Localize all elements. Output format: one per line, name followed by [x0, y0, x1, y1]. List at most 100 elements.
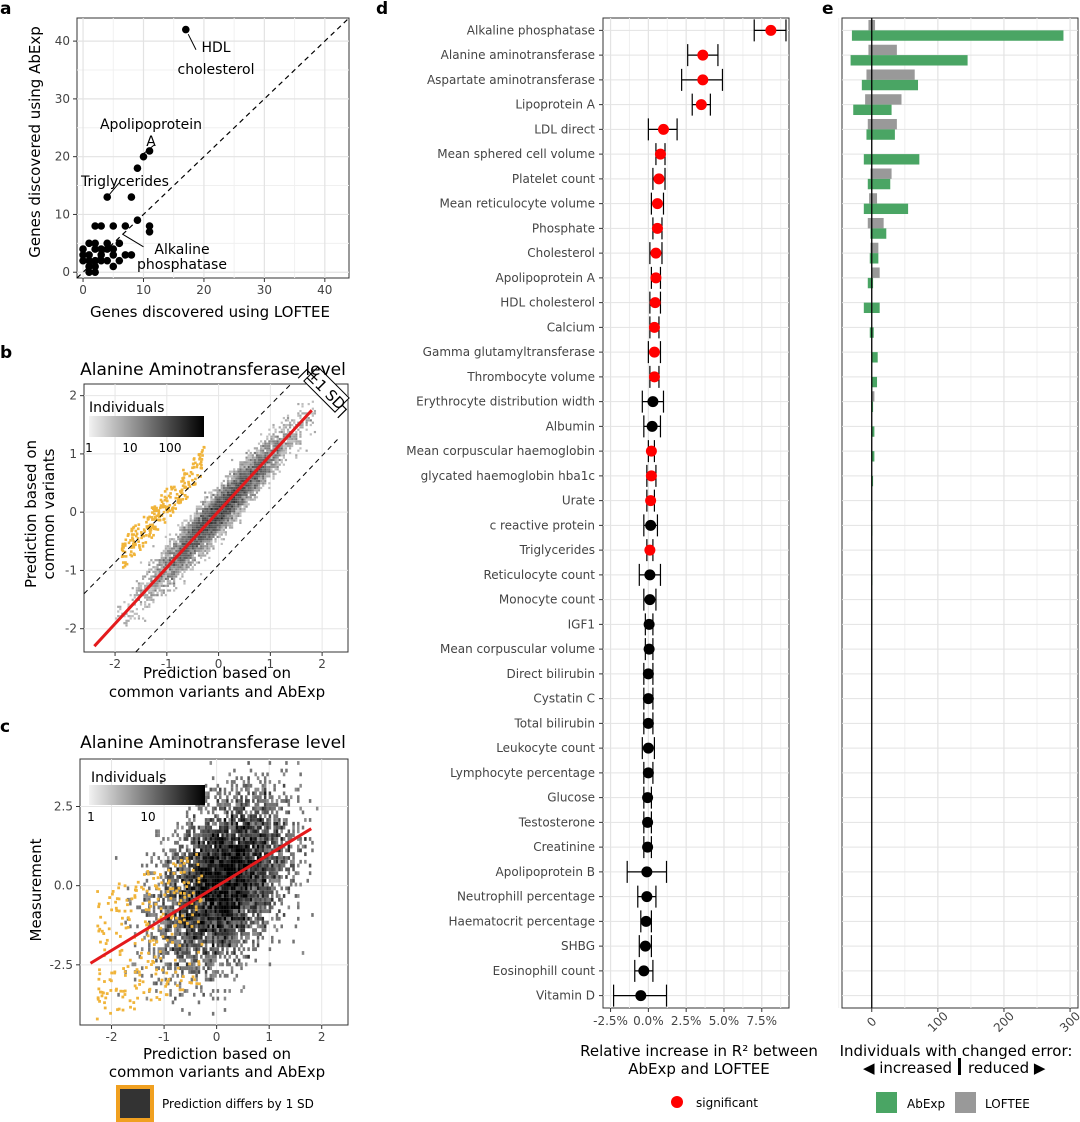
panel-c-density-cell: [169, 890, 172, 895]
panel-b-density-cell: [249, 486, 252, 490]
panel-b-outlier-cell: [150, 536, 154, 539]
panel-c-density-cell: [221, 825, 224, 830]
panel-c-density-cell: [190, 905, 194, 910]
panel-c-density-cell: [223, 806, 227, 811]
panel-c-density-cell: [268, 897, 272, 902]
panel-c-density-cell: [204, 901, 208, 906]
panel-b-density-cell: [191, 521, 194, 525]
panel-b-density-cell: [168, 538, 172, 541]
panel-c-density-cell: [150, 932, 153, 936]
panel-c-density-cell: [235, 935, 239, 940]
panel-b-outlier-cell: [169, 514, 172, 517]
panel-c-density-cell: [218, 821, 222, 826]
panel-c-density-cell: [188, 859, 191, 864]
panel-c-density-cell: [285, 848, 288, 853]
panel-c-density-cell: [299, 837, 302, 841]
panel-c-density-cell: [235, 954, 239, 959]
panel-c-outlier-cell: [148, 900, 151, 904]
panel-c-density-cell: [228, 856, 231, 860]
panel-c-density-cell: [195, 833, 198, 838]
panel-c-outlier-cell: [126, 916, 130, 920]
panel-a-point: [79, 256, 87, 265]
panel-c-density-cell: [174, 882, 177, 887]
panel-c-density-cell: [204, 894, 208, 898]
panel-c-outlier-cell: [118, 935, 122, 938]
panel-c-density-cell: [216, 886, 220, 891]
panel-c-tick-label-y: 0.0: [54, 879, 73, 893]
panel-c-density-cell: [192, 943, 196, 948]
panel-c-density-cell: [247, 871, 250, 876]
panel-b-density-cell: [156, 587, 159, 590]
panel-c-density-cell: [268, 947, 272, 952]
panel-c-density-cell: [247, 844, 250, 849]
panel-b-density-cell: [191, 535, 194, 539]
panel-c-density-cell: [273, 829, 276, 834]
panel-c-density-cell: [247, 783, 250, 788]
panel-c-density-cell: [226, 863, 229, 868]
panel-b-density-cell: [243, 503, 246, 506]
panel-c-density-cell: [252, 947, 255, 952]
panel-b-density-cell: [241, 510, 244, 513]
panel-c-density-cell: [259, 814, 262, 819]
panel-b-density-cell: [268, 451, 271, 455]
panel-c-density-cell: [235, 867, 239, 872]
panel-c-density-cell: [233, 920, 236, 925]
panel-c-density-cell: [230, 882, 234, 887]
panel-a-point: [85, 251, 93, 259]
panel-c-density-cell: [164, 859, 168, 864]
panel-c-tick-label-x: -1: [158, 1030, 170, 1044]
panel-c-density-cell: [278, 909, 281, 914]
panel-c-density-cell: [259, 806, 262, 811]
panel-b-density-cell: [152, 575, 155, 578]
panel-c-density-cell: [292, 867, 295, 872]
panel-b-density-cell: [148, 561, 151, 564]
panel-c-density-cell: [275, 825, 279, 830]
panel-b-density-cell: [241, 465, 244, 469]
panel-b-density-cell: [220, 526, 223, 529]
panel-c-density-cell: [200, 833, 203, 838]
panel-b-density-cell: [239, 493, 242, 497]
panel-b-density-cell: [179, 542, 182, 545]
panel-c-density-cell: [230, 856, 234, 860]
panel-b-outlier-cell: [186, 495, 189, 499]
panel-c-outlier-cell: [170, 914, 174, 918]
panel-c-density-cell: [228, 939, 231, 944]
panel-c-density-cell: [233, 951, 236, 955]
panel-c-density-cell: [235, 863, 239, 868]
panel-b-density-cell: [224, 521, 227, 525]
panel-b-density-cell: [235, 484, 238, 487]
panel-c-density-cell: [204, 878, 208, 883]
panel-c-density-cell: [245, 901, 248, 906]
panel-c-density-cell: [256, 871, 260, 876]
panel-b-density-cell: [260, 454, 263, 457]
panel-c-density-cell: [209, 890, 213, 895]
panel-c-density-cell: [174, 878, 177, 883]
panel-b-density-cell: [278, 454, 281, 457]
panel-b-density-cell: [175, 533, 178, 536]
panel-c-density-cell: [245, 833, 248, 838]
panel-b-density-cell: [189, 535, 192, 539]
panel-b-density-cell: [168, 582, 172, 585]
panel-c-density-cell: [166, 859, 170, 864]
panel-c-density-cell: [259, 825, 262, 830]
panel-c-density-cell: [176, 840, 179, 845]
panel-c-outlier-cell: [96, 997, 100, 1001]
panel-c-outlier-cell: [196, 863, 200, 866]
panel-c-density-cell: [214, 909, 217, 914]
panel-b-outlier-cell: [121, 542, 125, 546]
panel-label-d: d: [376, 0, 388, 19]
panel-a-point: [145, 227, 154, 236]
panel-c-density-cell: [207, 810, 210, 815]
panel-c-density-cell: [204, 970, 208, 974]
panel-c-outlier-cell: [103, 980, 106, 983]
panel-d-category-label: Lymphocyte percentage: [450, 766, 595, 780]
panel-c-density-cell: [181, 932, 184, 936]
panel-label-a: a: [0, 0, 11, 19]
panel-c-density-cell: [226, 890, 229, 895]
panel-b-density-cell: [204, 559, 207, 562]
panel-b-density-cell: [266, 437, 269, 441]
panel-c-density-cell: [230, 886, 234, 891]
panel-c-density-cell: [287, 810, 291, 815]
panel-b-density-cell: [241, 475, 244, 478]
panel-b-density-cell: [301, 421, 304, 424]
